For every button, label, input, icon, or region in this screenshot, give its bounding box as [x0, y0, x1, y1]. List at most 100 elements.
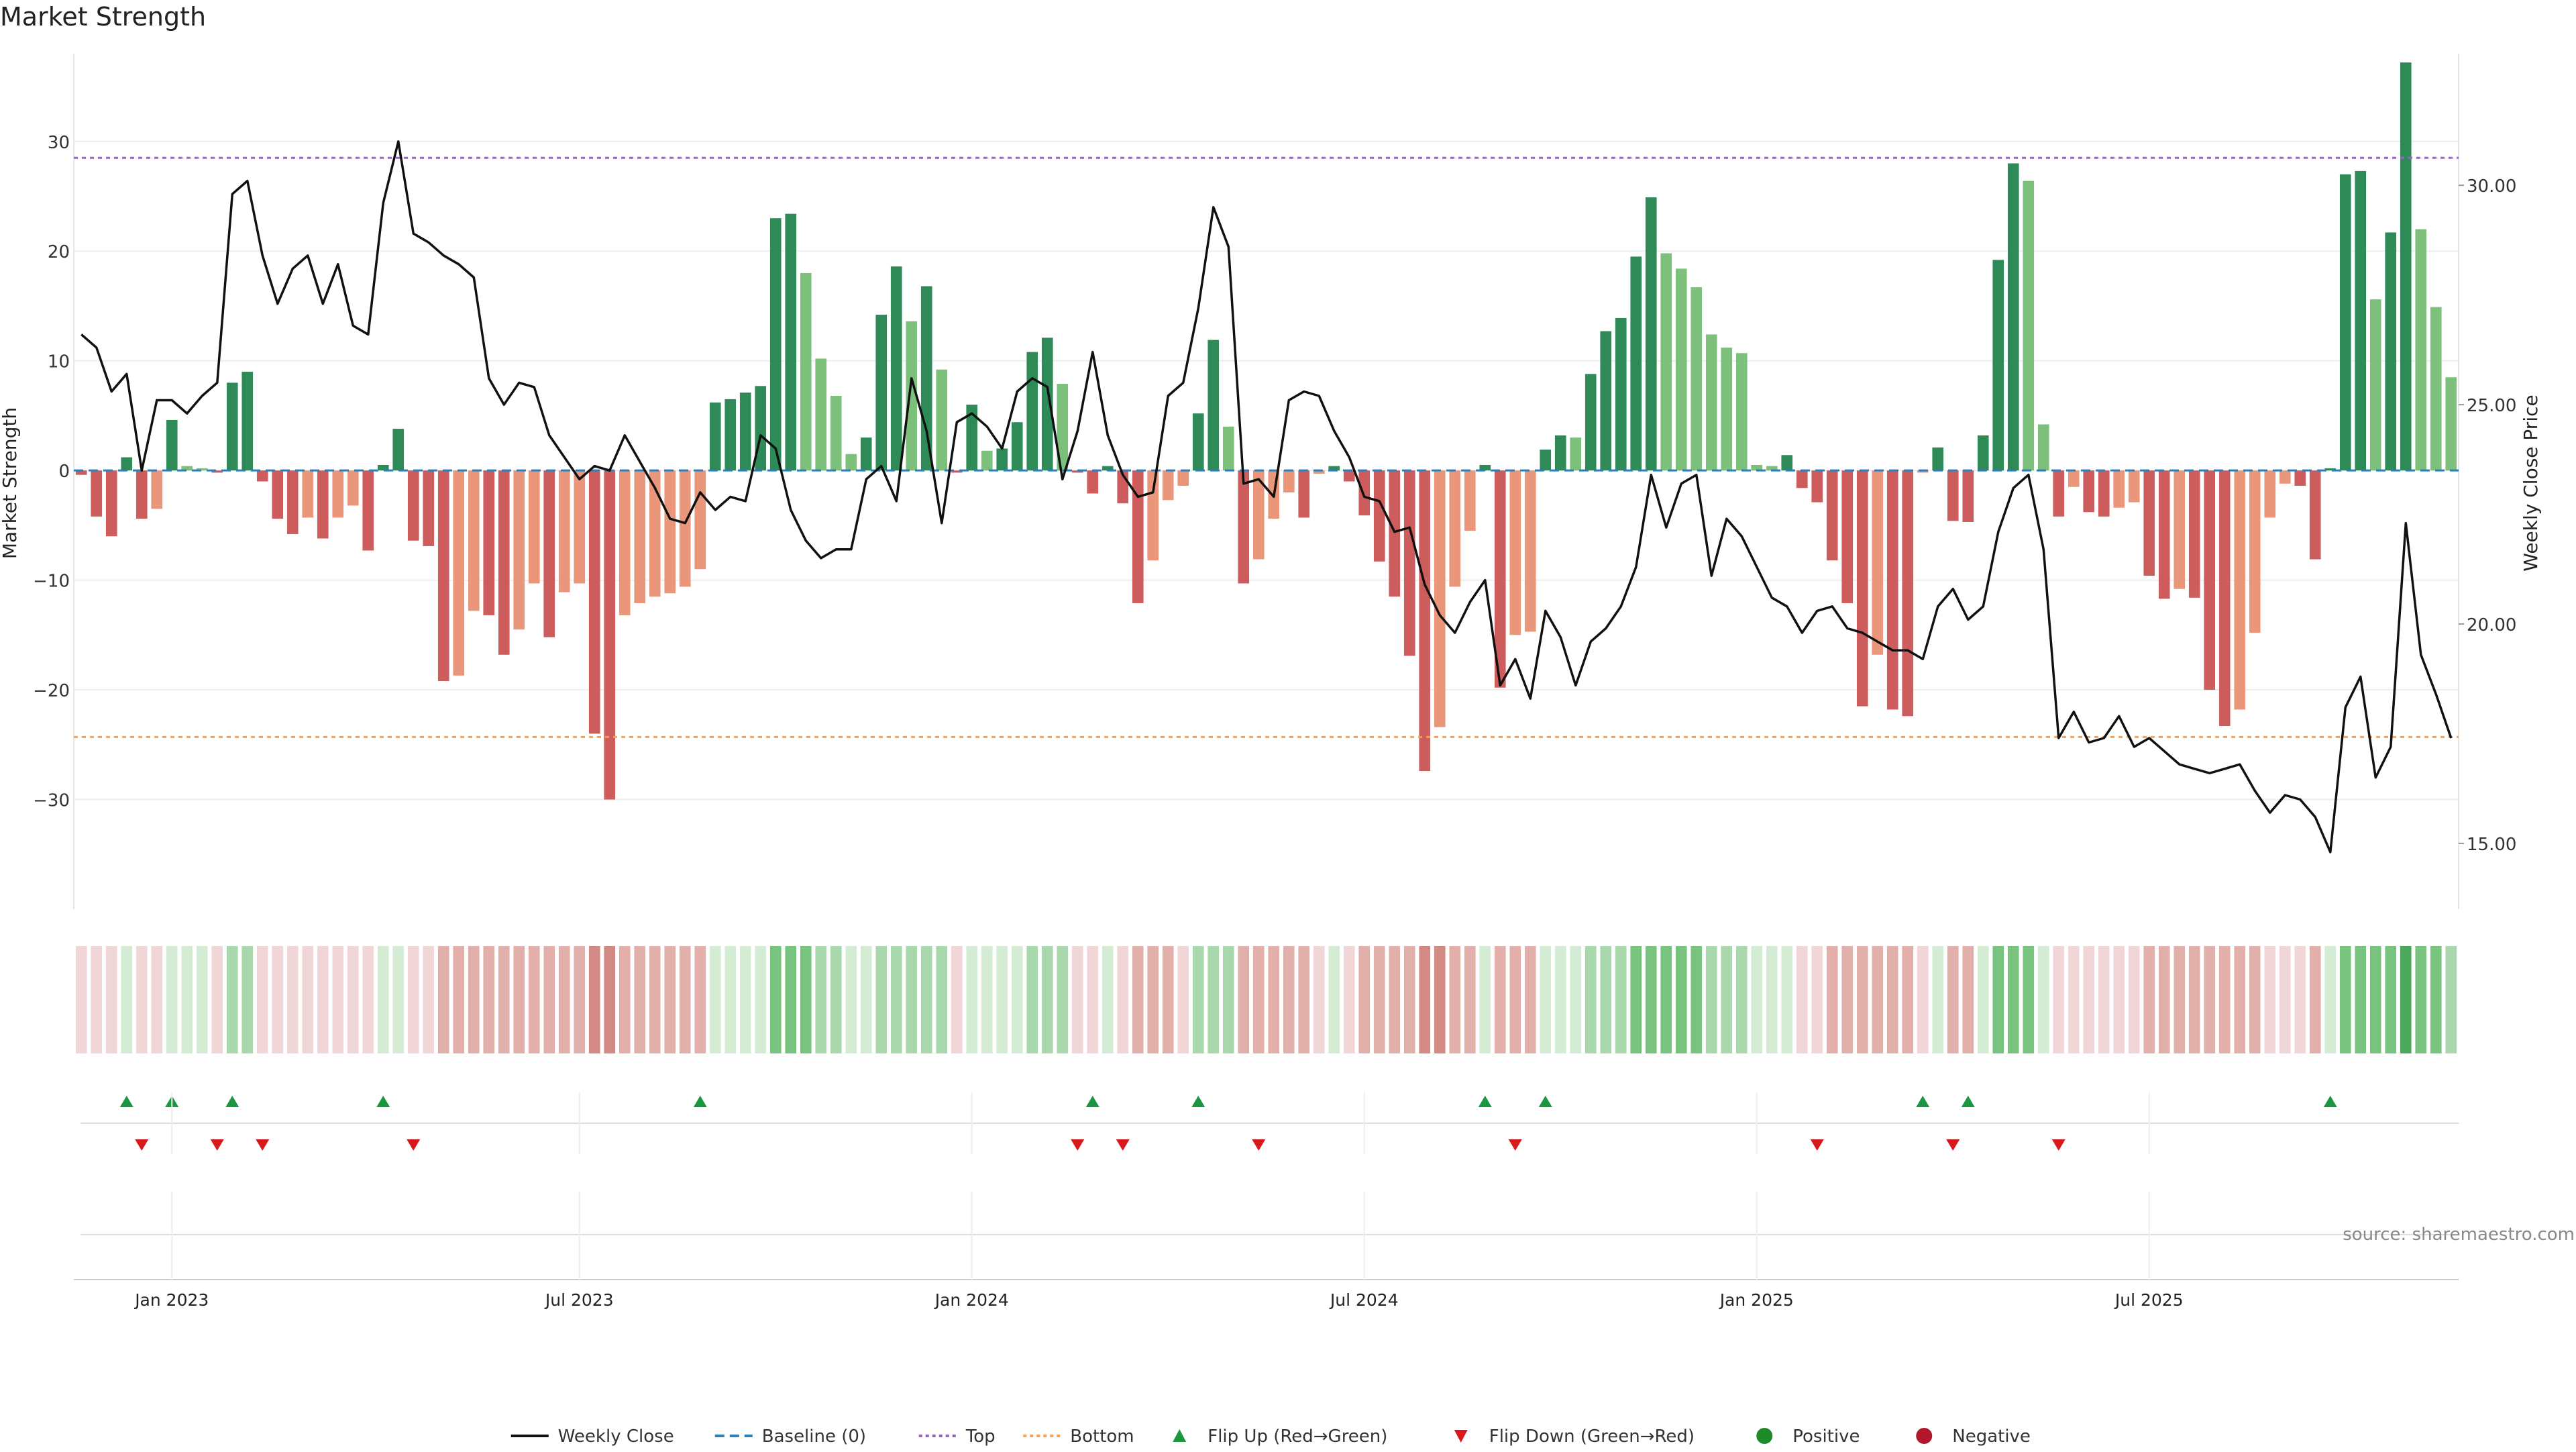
strength-bar [1041, 338, 1053, 471]
heat-strip-cell [1222, 946, 1234, 1053]
x-tick-label: Jul 2024 [1329, 1290, 1399, 1310]
source-note: source: sharemaestro.com [2343, 1225, 2575, 1245]
heat-strip-cell [1389, 946, 1401, 1053]
strength-bar [2143, 470, 2155, 576]
heat-strip-cell [1917, 946, 1929, 1053]
heat-strip-cell [1479, 946, 1491, 1053]
heat-strip-cell [906, 946, 918, 1053]
strength-bar [2068, 470, 2080, 487]
flip-down-marker [1946, 1139, 1960, 1151]
strength-bar [317, 470, 329, 539]
heat-strip-cell [1132, 946, 1144, 1053]
strength-bar [1071, 470, 1083, 473]
strength-bar [1917, 470, 1929, 473]
strength-bar [860, 437, 872, 471]
y-tick-label: 30 [48, 133, 70, 153]
strength-bar [1298, 470, 1310, 518]
strength-bar [694, 470, 706, 570]
strength-bar [966, 405, 978, 471]
heat-strip-cell [875, 946, 888, 1053]
strength-bar [679, 470, 691, 587]
strength-bar [302, 470, 314, 518]
flip-down-marker [2051, 1139, 2065, 1151]
strength-bar [2083, 470, 2095, 513]
heat-strip-cell [981, 946, 993, 1053]
heat-strip-cell [226, 946, 238, 1053]
heat-strip-cell [1419, 946, 1431, 1053]
strength-bar [272, 470, 284, 519]
strength-bar [604, 470, 616, 800]
heat-strip-cell [1102, 946, 1114, 1053]
flip-down-marker [1810, 1139, 1824, 1151]
strength-bar [528, 470, 540, 584]
strength-bar [1977, 435, 1989, 471]
chart-title: Market Strength [0, 2, 206, 32]
strength-bar [1902, 470, 1914, 717]
tick-labels: 30 20 10 0 −10 −20 −30 30.00 25.00 20.00 15.00 [33, 133, 2516, 855]
heat-strip-cell [1570, 946, 1582, 1053]
heat-strip-cell [1328, 946, 1340, 1053]
heat-strip-cell [543, 946, 555, 1053]
heat-strip-cell [528, 946, 540, 1053]
heat-strip-cell [2128, 946, 2140, 1053]
strength-bar [196, 468, 208, 471]
heat-strip-cell [2113, 946, 2125, 1053]
heat-strip-cell [1071, 946, 1083, 1053]
legend-label: Flip Up (Red→Green) [1208, 1427, 1387, 1447]
heat-strip-cell [996, 946, 1008, 1053]
strength-bar [1735, 353, 1748, 471]
heat-strip-cell [936, 946, 948, 1053]
heat-strip-cell [2143, 946, 2155, 1053]
heat-strip-cell [724, 946, 737, 1053]
strength-bar [1509, 470, 1521, 635]
strength-bar [1841, 470, 1854, 603]
weekly-close-line [80, 140, 2453, 853]
strength-bar [1419, 470, 1431, 772]
flip-down-marker [1508, 1139, 1522, 1151]
heat-strip-cell [105, 946, 117, 1053]
heat-strip-cell [1932, 946, 1944, 1053]
strength-bar [2218, 470, 2231, 727]
heat-strip-cell [347, 946, 359, 1053]
heat-strip-cell [1826, 946, 1838, 1053]
legend-label: Top [965, 1427, 996, 1447]
heat-strip-cell [1268, 946, 1280, 1053]
strength-bar [392, 429, 405, 471]
heat-strip-cell [1796, 946, 1808, 1053]
heat-strip-cell [1524, 946, 1536, 1053]
heat-strip-cell [1992, 946, 2004, 1053]
heat-strip-cell [2415, 946, 2427, 1053]
strength-bar [1389, 470, 1401, 597]
strength-bar [1796, 470, 1808, 488]
strength-bar [664, 470, 676, 594]
strength-bar [2445, 377, 2457, 471]
legend-item: Negative [1916, 1427, 2031, 1447]
strength-bar [1886, 470, 1898, 710]
heat-strip-cell [196, 946, 208, 1053]
heat-strip-cell [1283, 946, 1295, 1053]
strength-bar [2128, 470, 2140, 503]
flip-down-marker [1116, 1139, 1130, 1151]
strength-bar [1690, 287, 1703, 471]
heat-strip-cell [619, 946, 631, 1053]
strength-bar [574, 470, 586, 584]
heat-strip-cell [1660, 946, 1672, 1053]
heat-strip-cell [453, 946, 465, 1053]
heat-strip-cell [1041, 946, 1053, 1053]
flip-markers [80, 1096, 2459, 1235]
strength-bar [815, 358, 827, 471]
strength-bar [906, 321, 918, 471]
strength-bar [1238, 470, 1250, 584]
strength-bar [2158, 470, 2170, 599]
heat-strip-cell [332, 946, 344, 1053]
heat-strip-cell [241, 946, 254, 1053]
heat-strip-cell [286, 946, 299, 1053]
heat-strip-cell [1856, 946, 1868, 1053]
legend-item: Bottom [1023, 1427, 1134, 1447]
strength-bar [1540, 450, 1552, 471]
heat-strip-cell [1208, 946, 1220, 1053]
heat-strip-cell [1977, 946, 1989, 1053]
heat-strip-cell [1011, 946, 1023, 1053]
flip-up-marker [1538, 1096, 1552, 1107]
strength-bar [1781, 455, 1793, 471]
